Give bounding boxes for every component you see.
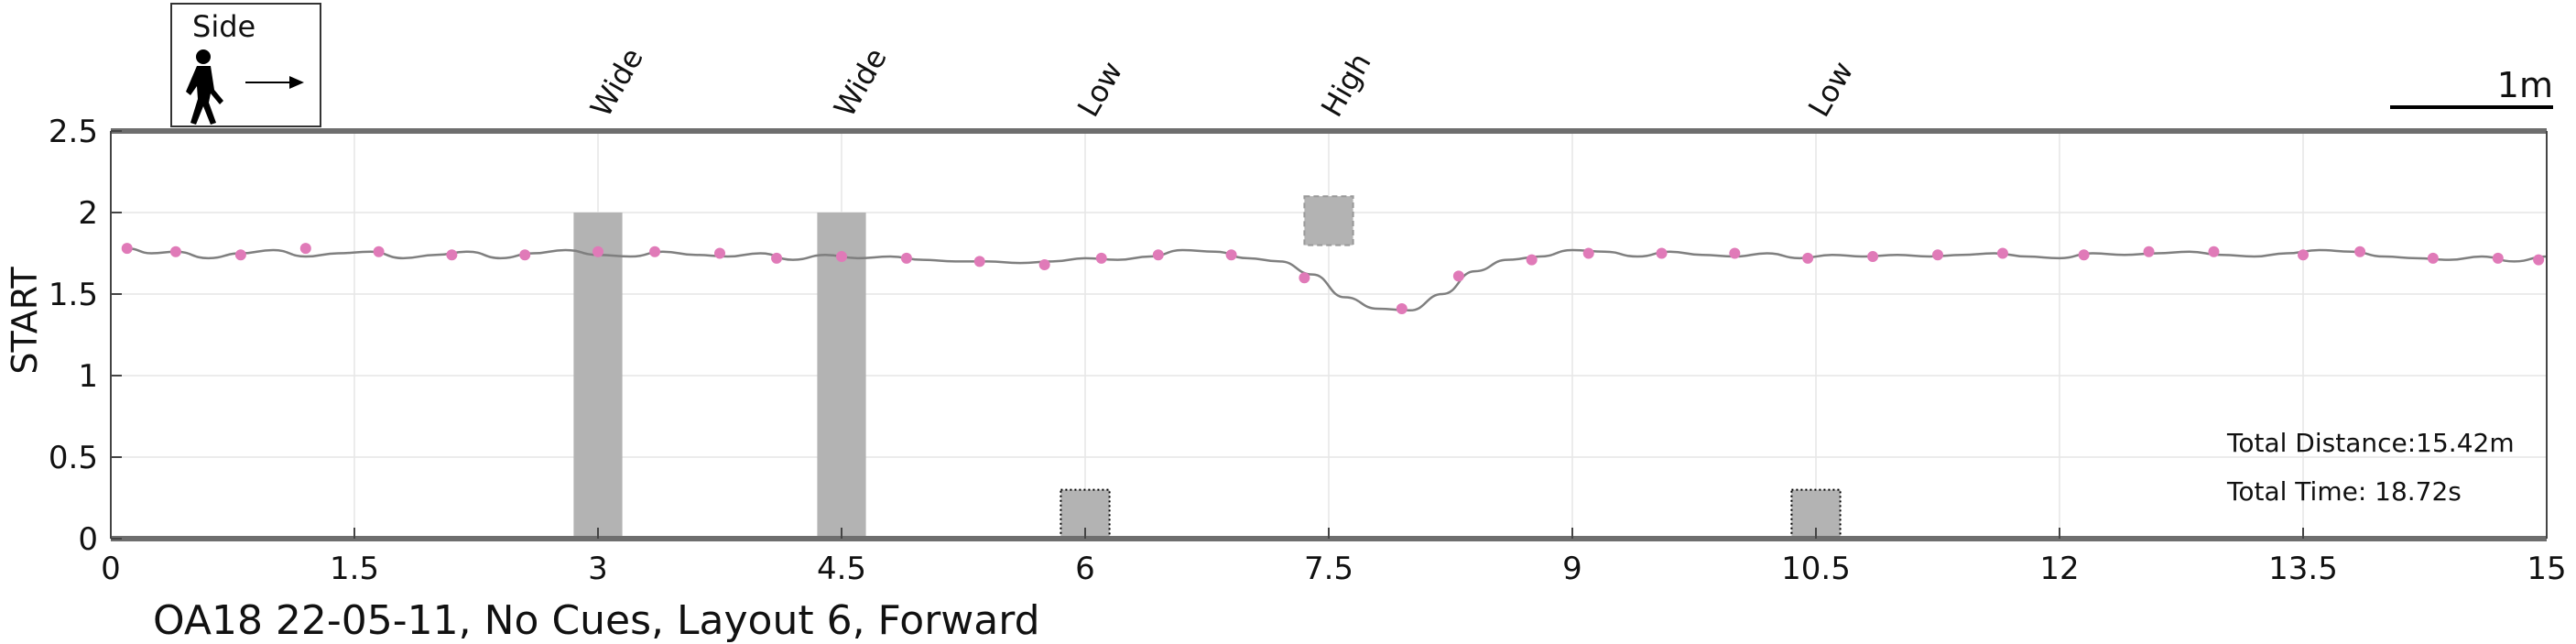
obstacle-high (1303, 195, 1354, 246)
step-marker (1656, 247, 1668, 259)
step-marker (649, 246, 661, 257)
step-marker (373, 246, 385, 257)
y-tick-label: 0 (78, 521, 98, 558)
walker-icon (186, 49, 223, 125)
y-tick-label: 0.5 (49, 440, 98, 476)
obstacle-wide (817, 213, 866, 539)
step-marker (169, 246, 181, 257)
step-marker (2208, 246, 2220, 257)
scale-bar-label: 1m (2497, 65, 2553, 105)
step-marker (1396, 303, 1408, 315)
y-tick-label: 1.5 (49, 277, 98, 313)
total-distance: Total Distance:15.42m (2226, 428, 2515, 458)
step-marker (1996, 247, 2008, 259)
step-marker (973, 256, 985, 267)
step-marker (1225, 249, 1237, 261)
x-tick-label: 7.5 (1304, 551, 1353, 587)
total-time: Total Time: 18.72s (2226, 476, 2462, 507)
obstacles (573, 195, 1842, 540)
step-markers (121, 243, 2545, 315)
step-marker (1802, 252, 1814, 264)
step-marker (1582, 247, 1594, 259)
step-marker (1867, 251, 1879, 263)
y-tick-label: 2 (78, 195, 98, 232)
obstacle-label: Wide (583, 42, 650, 123)
step-marker (519, 249, 531, 261)
step-marker (1299, 272, 1310, 284)
step-marker (2354, 246, 2366, 257)
chart-footer: OA18 22-05-11, No Cues, Layout 6, Forwar… (153, 597, 1040, 644)
obstacle-low (1060, 488, 1111, 540)
step-marker (836, 251, 847, 263)
step-marker (2078, 249, 2090, 261)
direction-arrow-icon (245, 76, 304, 89)
step-marker (1526, 254, 1538, 266)
step-marker (2492, 252, 2504, 264)
step-marker (1452, 270, 1464, 282)
grid (110, 130, 2548, 540)
x-tick-label: 9 (1562, 551, 1582, 587)
trajectory-line (126, 246, 2548, 312)
x-tick-label: 15 (2527, 551, 2566, 587)
step-marker (2427, 252, 2439, 264)
obstacle-label: Low (1801, 55, 1860, 123)
step-marker (2143, 246, 2155, 257)
step-marker (299, 243, 311, 255)
x-tick-label: 12 (2039, 551, 2079, 587)
step-marker (1152, 249, 1164, 261)
step-marker (2298, 249, 2309, 261)
obstacle-label: Wide (827, 42, 894, 123)
x-tick-label: 13.5 (2268, 551, 2338, 587)
x-tick-label: 10.5 (1781, 551, 1851, 587)
step-marker (900, 252, 912, 264)
legend-label: Side (192, 9, 255, 44)
step-marker (234, 249, 246, 261)
step-marker (446, 249, 458, 261)
step-marker (121, 243, 133, 255)
step-marker (1095, 252, 1107, 264)
step-marker (714, 247, 725, 259)
x-tick-label: 0 (101, 551, 121, 587)
step-marker (1038, 258, 1050, 270)
x-tick-label: 1.5 (330, 551, 379, 587)
step-marker (1729, 247, 1741, 259)
obstacle-wide (573, 213, 623, 539)
y-tick-label: 2.5 (49, 114, 98, 150)
obstacle-label: High (1314, 47, 1378, 123)
x-tick-label: 4.5 (817, 551, 866, 587)
y-tick-label: 1 (78, 358, 98, 395)
x-tick-label: 3 (588, 551, 608, 587)
step-marker (771, 252, 783, 264)
y-axis-label: START (5, 267, 45, 375)
axes (110, 128, 2548, 541)
obstacle-label: Low (1071, 55, 1129, 123)
step-marker (592, 246, 603, 257)
step-marker (2533, 254, 2545, 266)
x-tick-label: 6 (1075, 551, 1095, 587)
trajectory (126, 246, 2548, 312)
step-marker (1932, 249, 1943, 261)
